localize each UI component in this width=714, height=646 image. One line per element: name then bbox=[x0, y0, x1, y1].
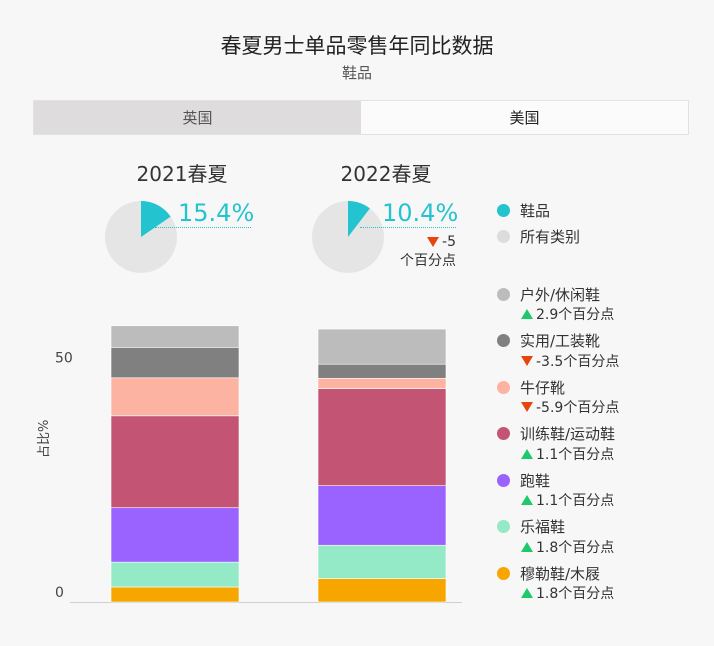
series-dot-icon bbox=[497, 520, 510, 533]
legend-item-1: 乐福鞋 1.8个百分点 bbox=[497, 517, 614, 557]
bar-segment-0-0 bbox=[110, 586, 240, 603]
legend-item-3: 训练鞋/运动鞋 1.1个百分点 bbox=[497, 424, 615, 464]
legend-series-name: 牛仔靴 bbox=[497, 377, 619, 397]
legend-series-label: 跑鞋 bbox=[520, 471, 551, 490]
legend-series-label: 实用/工装靴 bbox=[520, 332, 601, 350]
pie-2022 bbox=[312, 201, 384, 273]
legend-series-change-text: 1.1个百分点 bbox=[536, 493, 615, 509]
legend-series-change: -3.5个百分点 bbox=[521, 351, 619, 371]
legend-series-change: 1.1个百分点 bbox=[521, 490, 614, 510]
chart-subtitle: 鞋品 bbox=[341, 64, 372, 82]
legend-series-change-text: 1.1个百分点 bbox=[536, 446, 615, 463]
series-dot-icon bbox=[497, 334, 510, 347]
bar-segment-1-0 bbox=[317, 578, 447, 603]
legend-series-change: 1.8个百分点 bbox=[521, 537, 614, 557]
up-arrow-icon bbox=[521, 309, 533, 319]
tab-uk[interactable]: 英国 bbox=[34, 101, 361, 134]
region-tabs: 英国 美国 bbox=[33, 100, 689, 135]
bar-segment-0-2 bbox=[110, 507, 240, 563]
bar-segment-1-6 bbox=[317, 328, 447, 365]
up-arrow-icon bbox=[521, 588, 533, 598]
bar-segment-0-3 bbox=[110, 415, 240, 509]
period-label-2021: 2021春夏 bbox=[136, 162, 228, 186]
series-dot-icon bbox=[497, 287, 510, 301]
legend-series-change: 1.8个百分点 bbox=[521, 583, 614, 603]
series-dot-icon bbox=[497, 566, 510, 580]
legend-item-footwear: 鞋品 bbox=[497, 200, 550, 221]
legend-series-name: 穆勒鞋/木屐 bbox=[497, 563, 614, 583]
legend-series-label: 户外/休闲鞋 bbox=[520, 285, 601, 304]
bar-segment-1-5 bbox=[317, 363, 447, 379]
bar-segment-0-6 bbox=[110, 325, 240, 348]
legend-item-6: 户外/休闲鞋 2.9个百分点 bbox=[497, 284, 614, 324]
legend-series-change-text: -5.9个百分点 bbox=[536, 400, 620, 416]
legend-series-name: 实用/工装靴 bbox=[497, 331, 619, 351]
pie-2021-slice bbox=[141, 201, 171, 237]
legend-series-change-text: 1.8个百分点 bbox=[536, 586, 615, 602]
down-arrow-icon bbox=[521, 355, 533, 366]
bar-segment-0-4 bbox=[110, 377, 240, 417]
legend-series-change-text: 2.9个百分点 bbox=[536, 307, 615, 323]
period-label-2022: 2022春夏 bbox=[340, 162, 432, 186]
legend-series-change: 1.1个百分点 bbox=[521, 444, 615, 464]
legend-item-0: 穆勒鞋/木屐 1.8个百分点 bbox=[497, 563, 614, 603]
chart-title: 春夏男士单品零售年同比数据 bbox=[220, 34, 494, 58]
legend-item-2: 跑鞋 1.1个百分点 bbox=[497, 470, 614, 510]
legend-series-label: 乐福鞋 bbox=[520, 518, 566, 536]
pie-2022-change-unit: 个百分点 bbox=[400, 253, 456, 269]
legend-series-change-text: 1.8个百分点 bbox=[536, 539, 615, 556]
pie-2022-change-value: -5 bbox=[442, 234, 456, 250]
legend-series-label: 牛仔靴 bbox=[520, 378, 566, 397]
legend-item-4: 牛仔靴 -5.9个百分点 bbox=[497, 377, 619, 417]
legend-series-change: -5.9个百分点 bbox=[521, 397, 619, 417]
y-tick-label-0: 0 bbox=[55, 585, 64, 601]
legend-series-name: 户外/休闲鞋 bbox=[497, 284, 614, 304]
all-categories-dot-icon bbox=[497, 230, 510, 243]
legend-series-change: 2.9个百分点 bbox=[521, 304, 614, 324]
series-dot-icon bbox=[497, 380, 510, 394]
legend-series-name: 跑鞋 bbox=[497, 470, 614, 490]
down-arrow-icon bbox=[521, 402, 533, 412]
pie-2022-percent: 10.4% bbox=[382, 199, 459, 227]
series-dot-icon bbox=[497, 473, 510, 487]
up-arrow-icon bbox=[521, 495, 533, 505]
up-arrow-icon bbox=[521, 541, 533, 552]
bar-segment-1-1 bbox=[317, 544, 447, 579]
legend-series-label: 穆勒鞋/木屐 bbox=[520, 564, 601, 583]
legend-series-change-text: -3.5个百分点 bbox=[536, 353, 620, 370]
legend-series-name: 乐福鞋 bbox=[497, 517, 614, 537]
bar-segment-1-2 bbox=[317, 485, 447, 546]
bar-segment-1-4 bbox=[317, 377, 447, 389]
legend-series-label: 训练鞋/运动鞋 bbox=[520, 425, 616, 443]
pie-2022-change: -5 个百分点 bbox=[380, 233, 456, 271]
legend-series-name: 训练鞋/运动鞋 bbox=[497, 424, 615, 444]
footwear-dot-icon bbox=[497, 204, 510, 217]
pie-2021-percent: 15.4% bbox=[178, 199, 255, 227]
bar-segment-1-3 bbox=[317, 388, 447, 486]
legend-item-5: 实用/工装靴 -3.5个百分点 bbox=[497, 331, 619, 371]
pie-2022-leader-line bbox=[360, 227, 456, 228]
bar-segment-0-1 bbox=[110, 561, 240, 588]
y-tick-label-50: 50 bbox=[55, 351, 73, 367]
legend-label-all-categories: 所有类别 bbox=[520, 228, 581, 246]
legend-label-footwear: 鞋品 bbox=[520, 202, 551, 220]
pie-2021 bbox=[105, 201, 177, 273]
bar-segment-0-5 bbox=[110, 347, 240, 379]
pie-2021-leader-line bbox=[155, 227, 251, 228]
legend-item-all-categories: 所有类别 bbox=[497, 226, 580, 247]
down-arrow-icon bbox=[427, 237, 440, 247]
pie-2022-slice bbox=[348, 201, 370, 237]
y-axis-label: 占比% bbox=[37, 420, 52, 458]
up-arrow-icon bbox=[521, 448, 533, 459]
tab-us[interactable]: 美国 bbox=[361, 101, 688, 134]
series-dot-icon bbox=[497, 427, 510, 440]
